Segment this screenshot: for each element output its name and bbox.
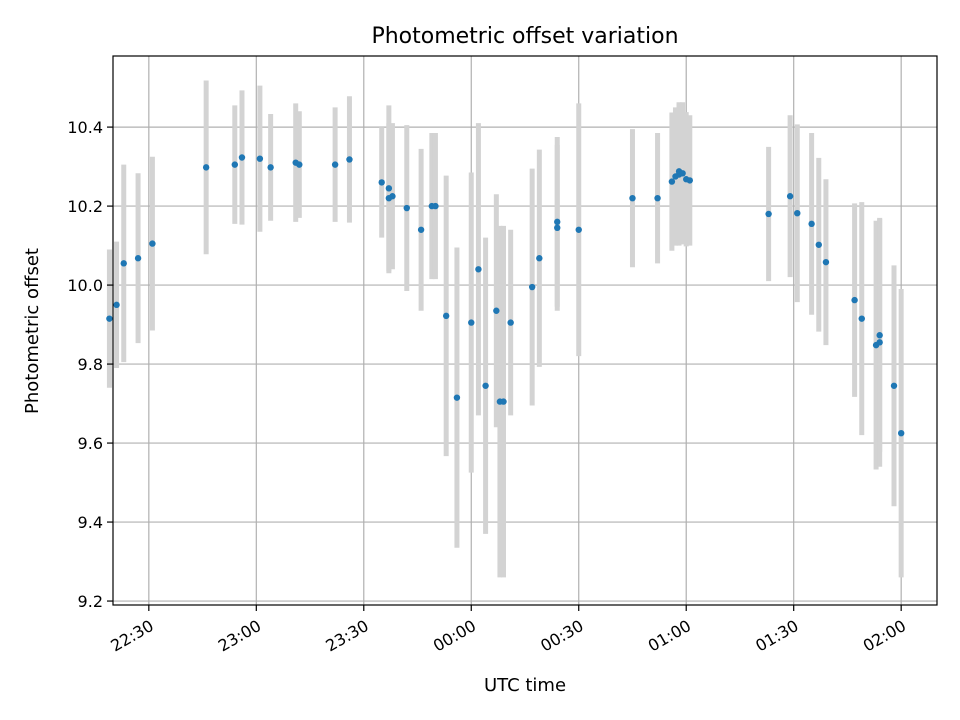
y-tick-label: 10.2 <box>67 197 103 216</box>
data-point <box>575 226 582 233</box>
y-axis-label: Photometric offset <box>22 248 43 414</box>
data-point <box>858 315 865 322</box>
data-point <box>686 177 693 184</box>
data-point <box>231 161 239 168</box>
data-point <box>765 210 772 218</box>
chart-title: Photometric offset variation <box>371 24 678 49</box>
data-point <box>346 156 353 163</box>
grid <box>113 56 937 605</box>
y-axis-ticks: 9.2 9.4 9.6 9.8 10.0 10.2 10.4 <box>67 118 113 611</box>
data-point <box>897 429 905 437</box>
data-point <box>493 307 500 314</box>
data-point <box>468 319 475 326</box>
data-point <box>120 260 127 267</box>
data-point <box>267 164 274 171</box>
data-point <box>106 315 113 322</box>
data-point <box>629 194 636 202</box>
data-point <box>296 161 303 168</box>
data-point <box>238 154 246 161</box>
data-point <box>554 224 561 232</box>
data-point <box>134 255 142 262</box>
data-point <box>815 241 822 248</box>
data-point <box>482 382 489 389</box>
data-point <box>794 209 801 217</box>
data-point <box>417 226 425 233</box>
data-point <box>500 398 507 405</box>
data-point <box>507 319 514 326</box>
data-point <box>654 194 661 202</box>
y-tick-label: 9.8 <box>78 355 103 374</box>
y-tick-label: 10.4 <box>67 118 103 137</box>
data-point <box>149 240 156 247</box>
data-point <box>385 185 393 192</box>
data-point <box>822 258 830 266</box>
data-point <box>668 178 676 185</box>
data-point <box>453 394 461 401</box>
y-tick-label: 9.4 <box>78 513 103 532</box>
data-point <box>851 296 858 304</box>
data-point <box>890 382 898 389</box>
data-point <box>389 193 396 200</box>
plot-frame <box>112 55 938 606</box>
data-point <box>786 193 794 200</box>
data-point <box>808 220 815 228</box>
data-point <box>202 164 210 171</box>
data-points <box>106 154 905 437</box>
data-point <box>331 161 339 168</box>
data-point <box>536 255 543 262</box>
y-tick-label: 10.0 <box>67 276 103 295</box>
data-point <box>442 312 450 320</box>
data-point <box>432 202 439 210</box>
data-point <box>378 179 385 186</box>
data-point <box>403 204 410 212</box>
x-axis-label: UTC time <box>484 675 566 696</box>
data-point <box>113 301 120 309</box>
data-point <box>679 170 686 177</box>
data-point <box>528 283 536 291</box>
data-point <box>876 339 883 346</box>
data-point <box>554 218 561 226</box>
data-point <box>475 266 482 273</box>
y-tick-label: 9.2 <box>78 592 103 611</box>
y-tick-label: 9.6 <box>78 434 103 453</box>
data-point <box>876 332 883 339</box>
data-point <box>256 155 264 162</box>
